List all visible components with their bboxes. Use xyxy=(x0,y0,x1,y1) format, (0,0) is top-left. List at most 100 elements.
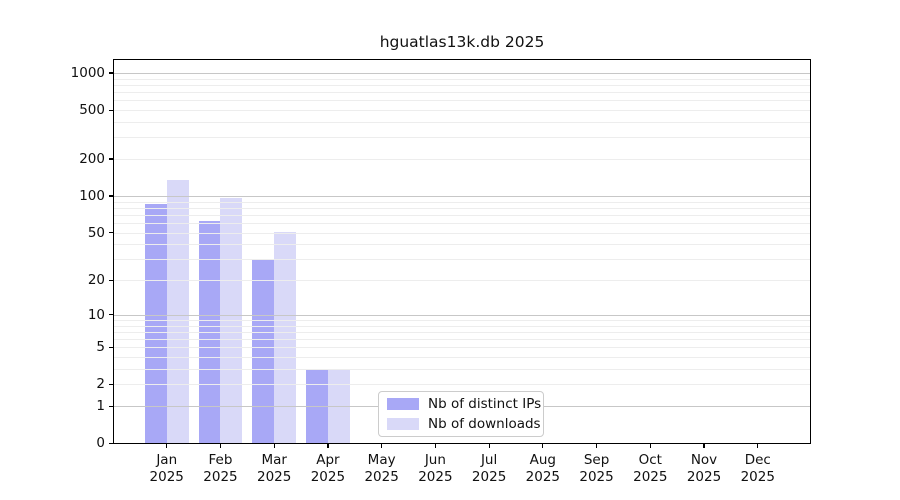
x-axis-year: 2025 xyxy=(525,469,560,485)
x-axis-label-dec: Dec 2025 xyxy=(728,452,788,486)
y-axis-tick-5 xyxy=(109,346,113,348)
gridline-minor-700 xyxy=(113,92,811,94)
x-axis-label-nov: Nov 2025 xyxy=(674,452,734,486)
x-axis-tick-jan xyxy=(166,443,168,448)
x-axis-month: Jun xyxy=(424,452,446,468)
y-axis-tick-1 xyxy=(109,405,113,407)
x-axis-year: 2025 xyxy=(418,469,453,485)
y-axis-label-5: 5 xyxy=(96,339,105,356)
y-axis-label-50: 50 xyxy=(87,224,105,241)
gridline-minor-70 xyxy=(113,214,811,216)
x-axis-year: 2025 xyxy=(471,469,507,485)
x-axis-tick-jul xyxy=(488,443,490,448)
gridline-minor-3 xyxy=(113,369,811,370)
gridline-minor-50 xyxy=(113,232,811,234)
gridline-minor-40 xyxy=(113,244,811,246)
x-axis-month: Aug xyxy=(529,452,557,468)
x-axis-month: Mar xyxy=(261,452,287,468)
y-axis-label-20: 20 xyxy=(87,272,105,289)
x-axis-tick-aug xyxy=(542,443,544,448)
x-axis-tick-jun xyxy=(434,443,436,448)
gridline-minor-8 xyxy=(113,325,811,327)
gridline-major-1000 xyxy=(113,73,811,75)
y-axis-tick-500 xyxy=(109,109,113,111)
legend-swatch-downloads xyxy=(387,418,419,430)
x-axis-month: Nov xyxy=(690,452,718,468)
gridline-minor-90 xyxy=(113,201,811,203)
bar-distinct-ips-mar xyxy=(252,259,275,444)
y-axis-tick-2 xyxy=(109,383,113,385)
x-axis-tick-dec xyxy=(757,443,759,448)
x-axis-year: 2025 xyxy=(579,469,614,485)
x-axis-month: Feb xyxy=(208,452,233,468)
y-axis-tick-50 xyxy=(109,231,113,234)
gridline-minor-800 xyxy=(113,84,811,86)
bar-downloads-jan xyxy=(166,179,189,444)
gridline-minor-9 xyxy=(113,319,811,321)
gridline-minor-7 xyxy=(113,331,811,333)
y-axis-tick-20 xyxy=(109,279,113,281)
gridline-major-10 xyxy=(113,314,811,316)
legend: Nb of distinct IPs Nb of downloads xyxy=(378,391,544,437)
gridline-minor-300 xyxy=(113,137,811,139)
x-axis-label-aug: Aug 2025 xyxy=(513,452,573,486)
x-axis-label-jan: Jan 2025 xyxy=(137,452,197,486)
y-axis-label-2: 2 xyxy=(96,376,105,393)
x-axis-label-apr: Apr 2025 xyxy=(298,452,358,486)
x-axis-year: 2025 xyxy=(257,469,292,485)
x-axis-month: Jan xyxy=(156,452,178,468)
legend-swatch-distinct-ips xyxy=(387,398,419,410)
chart-title: hguatlas13k.db 2025 xyxy=(379,33,545,51)
y-axis-label-200: 200 xyxy=(79,151,105,168)
legend-label-downloads: Nb of downloads xyxy=(428,416,541,432)
x-axis-label-sep: Sep 2025 xyxy=(567,452,627,486)
legend-label-distinct-ips: Nb of distinct IPs xyxy=(428,396,542,412)
x-axis-tick-may xyxy=(381,443,383,448)
y-axis-label-0: 0 xyxy=(96,435,105,452)
x-axis-year: 2025 xyxy=(686,469,722,485)
x-axis-tick-sep xyxy=(595,443,598,448)
x-axis-tick-feb xyxy=(219,443,222,448)
x-axis-month: Sep xyxy=(583,452,610,468)
gridline-minor-30 xyxy=(113,259,811,261)
y-axis-tick-1000 xyxy=(109,72,113,74)
x-axis-month: May xyxy=(367,452,396,468)
y-axis-label-500: 500 xyxy=(79,102,105,119)
y-axis-tick-100 xyxy=(109,195,113,197)
y-axis-label-1: 1 xyxy=(96,398,105,415)
x-axis-year: 2025 xyxy=(364,469,399,485)
gridline-minor-200 xyxy=(113,159,811,161)
bar-distinct-ips-jan xyxy=(144,203,167,444)
x-axis-month: Dec xyxy=(744,452,771,468)
x-axis-label-jun: Jun 2025 xyxy=(405,452,465,486)
x-axis-tick-nov xyxy=(703,443,705,448)
x-axis-year: 2025 xyxy=(633,469,668,485)
x-axis-tick-oct xyxy=(649,443,651,448)
x-axis-label-oct: Oct 2025 xyxy=(620,452,680,486)
x-axis-month: Jul xyxy=(480,452,498,468)
x-axis-label-jul: Jul 2025 xyxy=(459,452,519,486)
gridline-minor-80 xyxy=(113,207,811,209)
y-axis-label-10: 10 xyxy=(87,306,105,323)
gridline-minor-600 xyxy=(113,100,811,102)
gridline-minor-900 xyxy=(113,78,811,80)
y-axis-tick-10 xyxy=(109,314,113,316)
x-axis-label-feb: Feb 2025 xyxy=(190,452,250,486)
x-axis-year: 2025 xyxy=(310,469,346,485)
plot-frame xyxy=(113,59,811,444)
gridline-minor-20 xyxy=(113,280,811,282)
bar-downloads-mar xyxy=(274,231,296,444)
x-axis-label-may: May 2025 xyxy=(352,452,412,486)
gridline-major-100 xyxy=(113,195,811,197)
gridline-minor-5 xyxy=(113,347,811,349)
gridline-minor-500 xyxy=(113,110,811,112)
x-axis-year: 2025 xyxy=(203,469,238,485)
y-axis-label-1000: 1000 xyxy=(70,65,105,82)
y-axis-tick-0 xyxy=(109,442,113,444)
y-axis-label-100: 100 xyxy=(79,187,105,204)
x-axis-tick-apr xyxy=(327,443,329,448)
gridline-minor-4 xyxy=(113,357,811,359)
gridline-minor-6 xyxy=(113,339,811,340)
